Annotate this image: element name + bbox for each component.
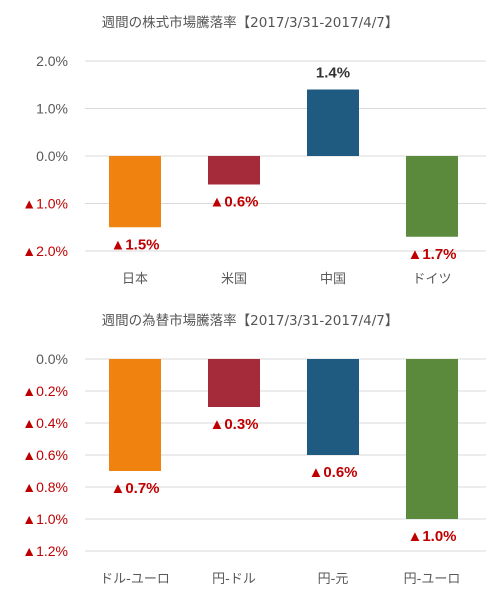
y-tick-label: 2.0% (36, 53, 68, 69)
y-tick-label: ▲2.0% (22, 243, 68, 259)
category-label: 円-元 (318, 572, 349, 587)
y-axis-tick-labels: 2.0% 1.0% 0.0% ▲1.0% ▲2.0% (22, 53, 68, 259)
bars (109, 359, 458, 519)
bar (208, 359, 260, 407)
bars (109, 89, 458, 237)
y-tick-label: ▲1.2% (22, 543, 68, 559)
bar (109, 156, 161, 228)
y-tick-label: ▲1.0% (22, 196, 68, 212)
bar (307, 89, 359, 156)
currency-market-chart: 週間の為替市場騰落率【2017/3/31-2017/4/7】 0.0% ▲0.2%… (22, 312, 486, 587)
data-label: ▲0.7% (110, 480, 159, 497)
category-label: 日本 (122, 272, 148, 287)
data-label: ▲1.5% (110, 236, 159, 253)
y-tick-label: ▲0.2% (22, 383, 68, 399)
data-label: ▲1.7% (407, 246, 456, 263)
category-label: 円-ドル (212, 572, 256, 587)
chart-title: 週間の為替市場騰落率【2017/3/31-2017/4/7】 (102, 312, 399, 329)
data-label: 1.4% (316, 65, 350, 82)
y-tick-label: 0.0% (36, 351, 68, 367)
data-labels: ▲0.7% ▲0.3% ▲0.6% ▲1.0% (110, 416, 456, 545)
data-label: ▲0.6% (308, 464, 357, 481)
category-label: 中国 (320, 272, 346, 287)
category-label: 米国 (221, 272, 247, 287)
category-label: 円-ユーロ (404, 572, 461, 587)
data-label: ▲0.3% (209, 416, 258, 433)
y-tick-label: ▲1.0% (22, 511, 68, 527)
bar (406, 156, 458, 237)
category-label: ドイツ (412, 272, 451, 287)
chart-title: 週間の株式市場騰落率【2017/3/31-2017/4/7】 (102, 14, 399, 31)
bar (406, 359, 458, 519)
bar (109, 359, 161, 471)
y-tick-label: 1.0% (36, 101, 68, 117)
stock-market-chart: 週間の株式市場騰落率【2017/3/31-2017/4/7】 2.0% 1.0% 0… (22, 14, 486, 287)
category-labels: ドル-ユーロ 円-ドル 円-元 円-ユーロ (100, 572, 460, 587)
data-label: ▲0.6% (209, 194, 258, 211)
y-tick-label: 0.0% (36, 148, 68, 164)
y-axis-tick-labels: 0.0% ▲0.2% ▲0.4% ▲0.6% ▲0.8% ▲1.0% ▲1.2% (22, 351, 68, 559)
bar (307, 359, 359, 455)
y-tick-label: ▲0.8% (22, 479, 68, 495)
data-label: ▲1.0% (407, 528, 456, 545)
y-tick-label: ▲0.6% (22, 447, 68, 463)
category-label: ドル-ユーロ (100, 572, 170, 587)
bar (208, 156, 260, 185)
y-tick-label: ▲0.4% (22, 415, 68, 431)
category-labels: 日本 米国 中国 ドイツ (122, 272, 452, 287)
data-labels: ▲1.5% ▲0.6% 1.4% ▲1.7% (110, 65, 456, 263)
